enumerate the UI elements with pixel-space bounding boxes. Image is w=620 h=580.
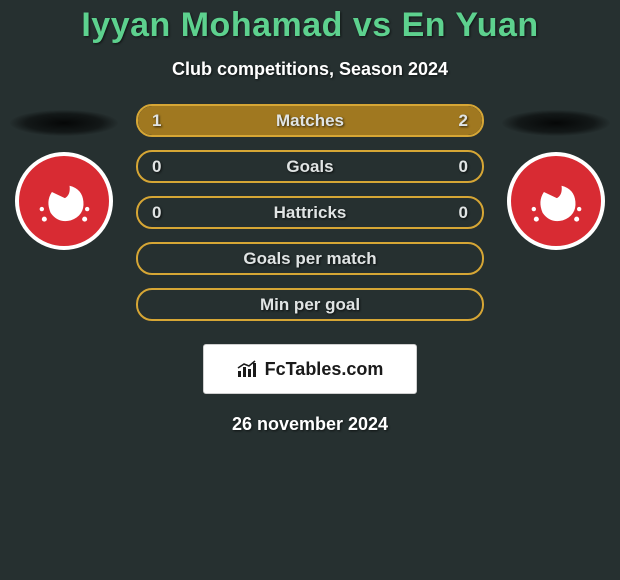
player-shadow (10, 110, 118, 136)
stat-row-matches: 1 Matches 2 (136, 104, 484, 137)
subtitle: Club competitions, Season 2024 (0, 59, 620, 80)
stat-row-hattricks: 0 Hattricks 0 (136, 196, 484, 229)
right-player-side (500, 104, 612, 250)
page-title: Iyyan Mohamad vs En Yuan (0, 0, 620, 45)
stat-row-gpm: Goals per match (136, 242, 484, 275)
stat-value-right: 2 (459, 111, 468, 131)
brand-box[interactable]: FcTables.com (203, 344, 417, 394)
stat-label: Goals per match (243, 249, 376, 269)
bar-chart-icon (237, 360, 259, 378)
stat-label: Min per goal (260, 295, 360, 315)
player-shadow (502, 110, 610, 136)
lion-icon (33, 170, 96, 233)
left-player-side (8, 104, 120, 250)
team-badge-right (507, 152, 605, 250)
stat-value-left: 1 (152, 111, 161, 131)
brand-text: FcTables.com (265, 359, 384, 380)
stat-row-goals: 0 Goals 0 (136, 150, 484, 183)
date-text: 26 november 2024 (0, 414, 620, 435)
stat-value-left: 0 (152, 157, 161, 177)
stat-row-mpg: Min per goal (136, 288, 484, 321)
stat-rows: 1 Matches 2 0 Goals 0 0 Hattricks 0 Goal… (136, 104, 484, 321)
stat-label: Matches (276, 111, 344, 131)
lion-icon (525, 170, 588, 233)
stat-label: Goals (286, 157, 333, 177)
team-badge-left (15, 152, 113, 250)
stat-value-right: 0 (459, 203, 468, 223)
stat-value-left: 0 (152, 203, 161, 223)
stat-value-right: 0 (459, 157, 468, 177)
comparison-content: 1 Matches 2 0 Goals 0 0 Hattricks 0 Goal… (0, 104, 620, 321)
stat-label: Hattricks (274, 203, 347, 223)
